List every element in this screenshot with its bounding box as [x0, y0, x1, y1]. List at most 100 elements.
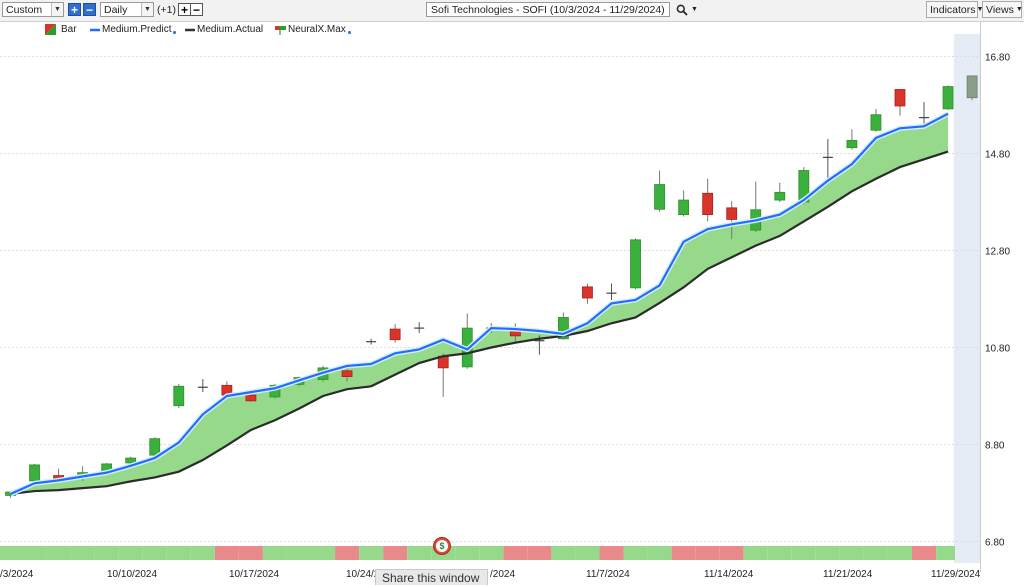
line-icon — [185, 28, 195, 32]
signal-strip-cell — [407, 546, 432, 560]
signal-strip-cell — [383, 546, 408, 560]
legend-item-neuralx-max[interactable]: NeuralX.Max — [275, 24, 351, 35]
candle-body — [389, 328, 401, 341]
legend-label: Medium.Actual — [197, 24, 264, 35]
candle-body — [29, 464, 40, 482]
toolbar: Custom ▼ + − Daily ▼ (+1) + − Sofi Techn… — [0, 0, 1024, 22]
views-label: Views — [986, 3, 1014, 16]
candle-body — [341, 370, 353, 377]
symbol-title: Sofi Technologies - SOFI (10/3/2024 - 11… — [431, 3, 665, 16]
candle-body — [630, 239, 641, 289]
candle-body — [870, 114, 882, 131]
signal-strip-cell — [0, 546, 23, 560]
signal-strip-cell — [359, 546, 384, 560]
signal-strip-cell — [190, 546, 215, 560]
share-window-tab[interactable]: Share this window — [375, 569, 488, 585]
signal-strip-cell — [719, 546, 744, 560]
candle-body — [894, 89, 906, 107]
bar-icon — [45, 24, 56, 35]
candle-body — [582, 286, 593, 299]
price-chart[interactable]: 16.80 14.80 12.80 10.80 8.80 6.80/3/2024 10/10… — [0, 22, 1024, 585]
share-label: Share this window — [382, 571, 480, 585]
range-select-value: Custom — [6, 3, 43, 16]
legend-label: NeuralX.Max — [288, 24, 346, 35]
signal-strip-cell — [791, 546, 816, 560]
legend-label: Medium.Predict — [102, 24, 172, 35]
x-tick-label: 10/24/2024 — [346, 569, 396, 580]
zoom-in-button[interactable]: + — [68, 3, 81, 16]
signal-strip-cell — [335, 546, 360, 560]
zoom-out-button[interactable]: − — [83, 3, 96, 16]
signal-strip-cell — [22, 546, 47, 560]
y-tick-label: 14.80 — [985, 150, 1010, 161]
chart-legend: Bar Medium.Predict Medium.Actual NeuralX… — [0, 22, 940, 38]
chevron-down-icon: ▼ — [976, 6, 984, 13]
legend-label: Bar — [61, 24, 77, 35]
signal-strip-cell — [46, 546, 71, 560]
forecast-zone — [954, 34, 980, 563]
legend-item-bar[interactable]: Bar — [45, 24, 77, 35]
y-tick-label: 6.80 — [985, 538, 1005, 549]
signal-strip-cell — [94, 546, 119, 560]
signal-strip-cell — [887, 546, 912, 560]
candle-body — [558, 317, 569, 340]
signal-strip-cell — [455, 546, 480, 560]
signal-strip-cell — [647, 546, 672, 560]
interval-select[interactable]: Daily ▼ — [100, 2, 154, 17]
indicators-label: Indicators — [930, 3, 976, 16]
search-button[interactable]: ▼ — [676, 2, 698, 17]
indicators-button[interactable]: Indicators ▼ — [926, 1, 983, 18]
candle-body — [846, 140, 858, 149]
signal-strip-cell — [479, 546, 504, 560]
signal-strip-cell — [839, 546, 864, 560]
medium-actual-line — [10, 150, 949, 496]
signal-strip-cell — [262, 546, 287, 560]
signal-strip-cell — [743, 546, 768, 560]
views-button[interactable]: Views ▼ — [982, 1, 1023, 18]
offset-decrease-button[interactable]: − — [190, 3, 203, 16]
x-tick-label: 11/29/2024 — [931, 569, 981, 580]
signal-strip-cell — [286, 546, 311, 560]
chevron-down-icon: ▼ — [51, 3, 63, 16]
signal-strip-cell — [623, 546, 648, 560]
chevron-down-icon: ▼ — [1015, 6, 1023, 13]
signal-strip-cell — [527, 546, 552, 560]
y-tick-label: 16.80 — [985, 53, 1010, 64]
legend-item-medium-predict[interactable]: Medium.Predict — [90, 24, 177, 35]
signal-strip-cell — [863, 546, 888, 560]
x-tick-label: 11/21/2024 — [823, 569, 873, 580]
signal-strip-cell — [166, 546, 191, 560]
offset-label: (+1) — [157, 4, 176, 16]
y-tick-label: 8.80 — [985, 441, 1005, 452]
prediction-band — [10, 113, 949, 494]
candle-body — [654, 184, 665, 210]
candle-body — [678, 199, 690, 216]
candle-body — [149, 438, 161, 456]
line-icon — [90, 28, 100, 32]
x-tick-label: /2024 — [490, 569, 515, 580]
signal-strip-cell — [118, 546, 143, 560]
x-tick-label: 10/10/2024 — [107, 569, 157, 580]
legend-dot — [347, 31, 351, 34]
signal-strip-cell — [311, 546, 336, 560]
symbol-field[interactable]: Sofi Technologies - SOFI (10/3/2024 - 11… — [426, 2, 670, 17]
signal-strip-cell — [912, 546, 937, 560]
candle-body — [774, 191, 786, 201]
range-select[interactable]: Custom ▼ — [2, 2, 64, 17]
medium-predict-line — [10, 112, 949, 495]
signal-strip-cell — [503, 546, 528, 560]
bar-icon — [275, 26, 286, 35]
search-icon — [676, 4, 688, 16]
signal-strip-cell — [551, 546, 576, 560]
candle-body — [726, 207, 738, 220]
x-tick-label: 10/17/2024 — [229, 569, 279, 580]
legend-item-medium-actual[interactable]: Medium.Actual — [185, 24, 263, 35]
signal-strip-cell — [575, 546, 600, 560]
signal-strip-cell — [70, 546, 95, 560]
dollar-badge-icon[interactable]: $ — [433, 537, 451, 555]
x-tick-label: 11/7/2024 — [586, 569, 630, 580]
y-tick-label: 10.80 — [985, 344, 1010, 355]
signal-strip-cell — [142, 546, 167, 560]
signal-strip-cell — [936, 546, 955, 560]
signal-strip-cell — [238, 546, 263, 560]
